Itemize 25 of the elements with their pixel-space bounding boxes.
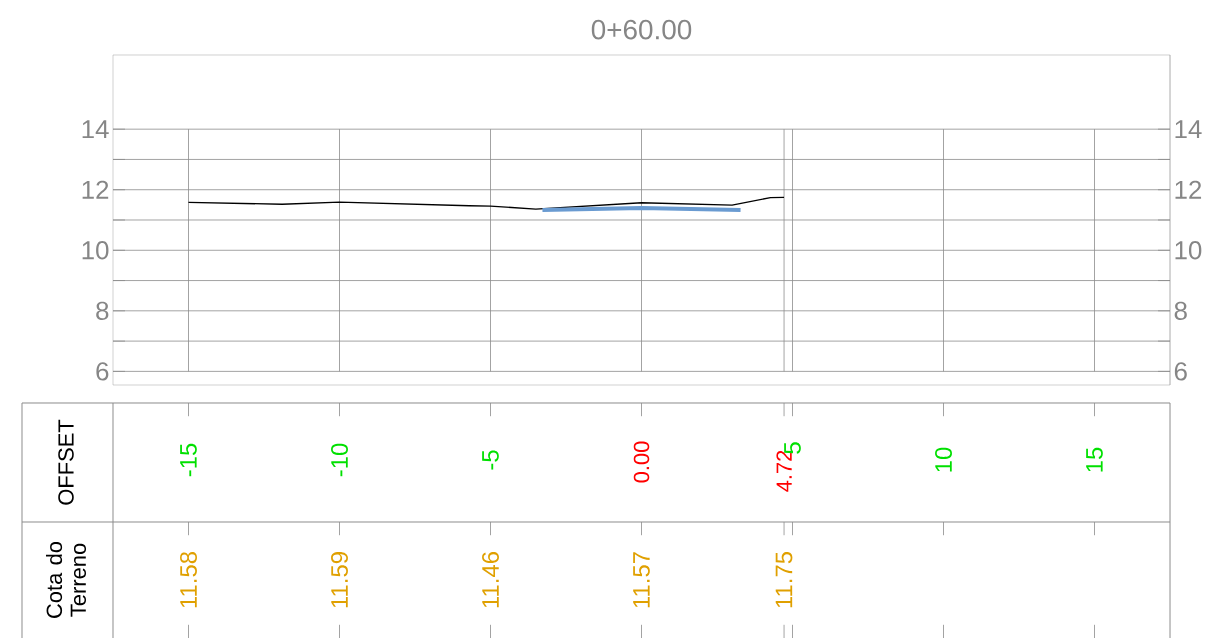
text: Cota do Terreno (45, 541, 87, 618)
chart-title: 0+60.00 (591, 19, 692, 40)
text: 11.75 (775, 551, 793, 608)
y-tick-label: 10 (82, 241, 109, 260)
y2-tick-label: 10 (1175, 241, 1202, 260)
y-tick-label: 8 (96, 301, 109, 320)
text: 11.46 (482, 552, 499, 608)
text: 11.57 (633, 552, 650, 608)
x-tick-label: 10 (935, 447, 952, 472)
y2-tick-label: 12 (1175, 180, 1202, 199)
y2-tick-label: 14 (1175, 120, 1202, 139)
y2-tick-label: 6 (1174, 362, 1187, 381)
text: 11.59 (331, 552, 348, 608)
x-tick-label: -15 (180, 443, 197, 477)
y-tick-label: 12 (82, 180, 109, 199)
x-tick-label: -5 (482, 450, 499, 470)
y2-tick-label: 8 (1174, 301, 1187, 320)
text: 11.58 (180, 552, 197, 608)
y-tick-label: 14 (82, 120, 109, 139)
x-tick-label: -10 (331, 443, 348, 477)
text: OFFSET (58, 419, 74, 505)
y-tick-label: 6 (96, 362, 109, 381)
line-series (187, 196, 785, 210)
x-tick-label: 0.00 (633, 441, 650, 483)
x-tick-label: 15 (1086, 447, 1103, 472)
